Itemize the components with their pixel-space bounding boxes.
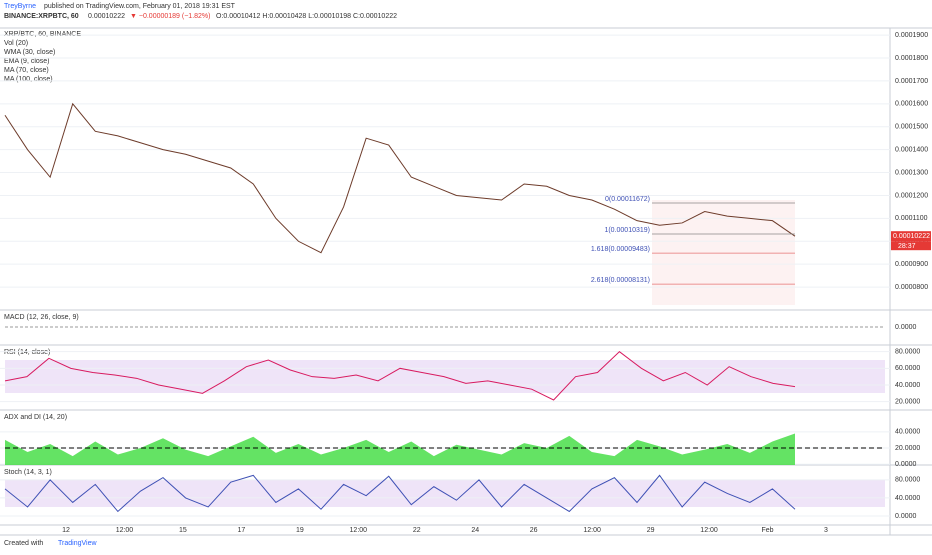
y-tick-label: 20.0000 — [895, 445, 920, 452]
publisher[interactable]: TreyByrne — [4, 3, 36, 10]
y-tick-label: 40.0000 — [895, 429, 920, 436]
adx-title: ADX and DI (14, 20) — [4, 414, 67, 421]
legend-item: MA (100, close) — [4, 76, 53, 83]
x-tick-label: 29 — [647, 527, 655, 534]
y-tick-label: 0.0001800 — [895, 55, 928, 62]
y-tick-label: 0.0001100 — [895, 215, 928, 222]
x-tick-label: 15 — [179, 527, 187, 534]
legend-item: MA (70, close) — [4, 67, 49, 74]
y-tick-label: 0.0001700 — [895, 78, 928, 85]
stoch-title: Stoch (14, 3, 1) — [4, 469, 52, 476]
ohlc: O:0.00010412 H:0.00010428 L:0.00010198 C… — [216, 13, 397, 20]
x-tick-label: 3 — [824, 527, 828, 534]
y-tick-label: 0.0000900 — [895, 261, 928, 268]
x-tick-label: 12:00 — [583, 527, 601, 534]
y-tick-label: 0.0000 — [895, 513, 917, 520]
last: 0.00010222 — [88, 13, 125, 20]
x-tick-label: 12:00 — [700, 527, 718, 534]
y-tick-label: 20.0000 — [895, 399, 920, 406]
rsi-line — [4, 351, 796, 401]
fib-label: 1(0.00010319) — [604, 227, 650, 234]
y-tick-label: 80.0000 — [895, 349, 920, 356]
y-tick-label: 0.0001500 — [895, 124, 928, 131]
x-tick-label: 12:00 — [116, 527, 134, 534]
x-tick-label: 26 — [530, 527, 538, 534]
fib-label: 2.618(0.00008131) — [591, 277, 650, 284]
stoch-line — [4, 474, 796, 513]
y-tick-label: 0.0001400 — [895, 146, 928, 153]
y-tick-label: 0.0001900 — [895, 32, 928, 39]
legend-item: Vol (20) — [4, 40, 28, 47]
macd-zero-label: 0.0000 — [895, 324, 917, 331]
y-tick-label: 40.0000 — [895, 495, 920, 502]
x-tick-label: Feb — [762, 527, 774, 534]
x-tick-label: 12 — [62, 527, 70, 534]
y-tick-label: 0.0000 — [895, 461, 917, 468]
x-tick-label: 22 — [413, 527, 421, 534]
legend-item: WMA (30, close) — [4, 49, 55, 56]
footer-brand[interactable]: TradingView — [58, 540, 97, 547]
x-tick-label: 12:00 — [350, 527, 368, 534]
footer-created: Created with — [4, 540, 43, 547]
x-tick-label: 19 — [296, 527, 304, 534]
y-tick-label: 60.0000 — [895, 365, 920, 372]
last-price-tag — [891, 231, 931, 242]
symbol: BINANCE:XRPBTC, 60 — [4, 13, 79, 20]
legend-item: XRP/BTC, 60, BINANCE — [4, 31, 81, 38]
y-tick-label: 0.0001600 — [895, 101, 928, 108]
rsi-title: RSI (14, close) — [4, 349, 50, 356]
legend-item: EMA (9, close) — [4, 58, 50, 65]
change: ▼ −0.00000189 (−1.82%) — [130, 13, 211, 20]
macd-title: MACD (12, 26, close, 9) — [4, 314, 79, 321]
adx-area — [5, 433, 795, 465]
x-tick-label: 24 — [471, 527, 479, 534]
fib-label: 0(0.00011672) — [605, 196, 650, 203]
y-tick-label: 40.0000 — [895, 382, 920, 389]
y-tick-label: 0.0001200 — [895, 192, 928, 199]
y-tick-label: 0.0001300 — [895, 169, 928, 176]
x-tick-label: 17 — [237, 527, 245, 534]
countdown-tag — [891, 241, 931, 251]
last-price: 0.00010222 — [893, 233, 930, 240]
fib-label: 1.618(0.00009483) — [591, 246, 650, 253]
price-line — [4, 102, 796, 254]
y-tick-label: 0.0000800 — [895, 284, 928, 291]
published: published on TradingView.com, February 0… — [44, 3, 236, 10]
countdown: 28:37 — [898, 243, 916, 250]
y-tick-label: 80.0000 — [895, 477, 920, 484]
